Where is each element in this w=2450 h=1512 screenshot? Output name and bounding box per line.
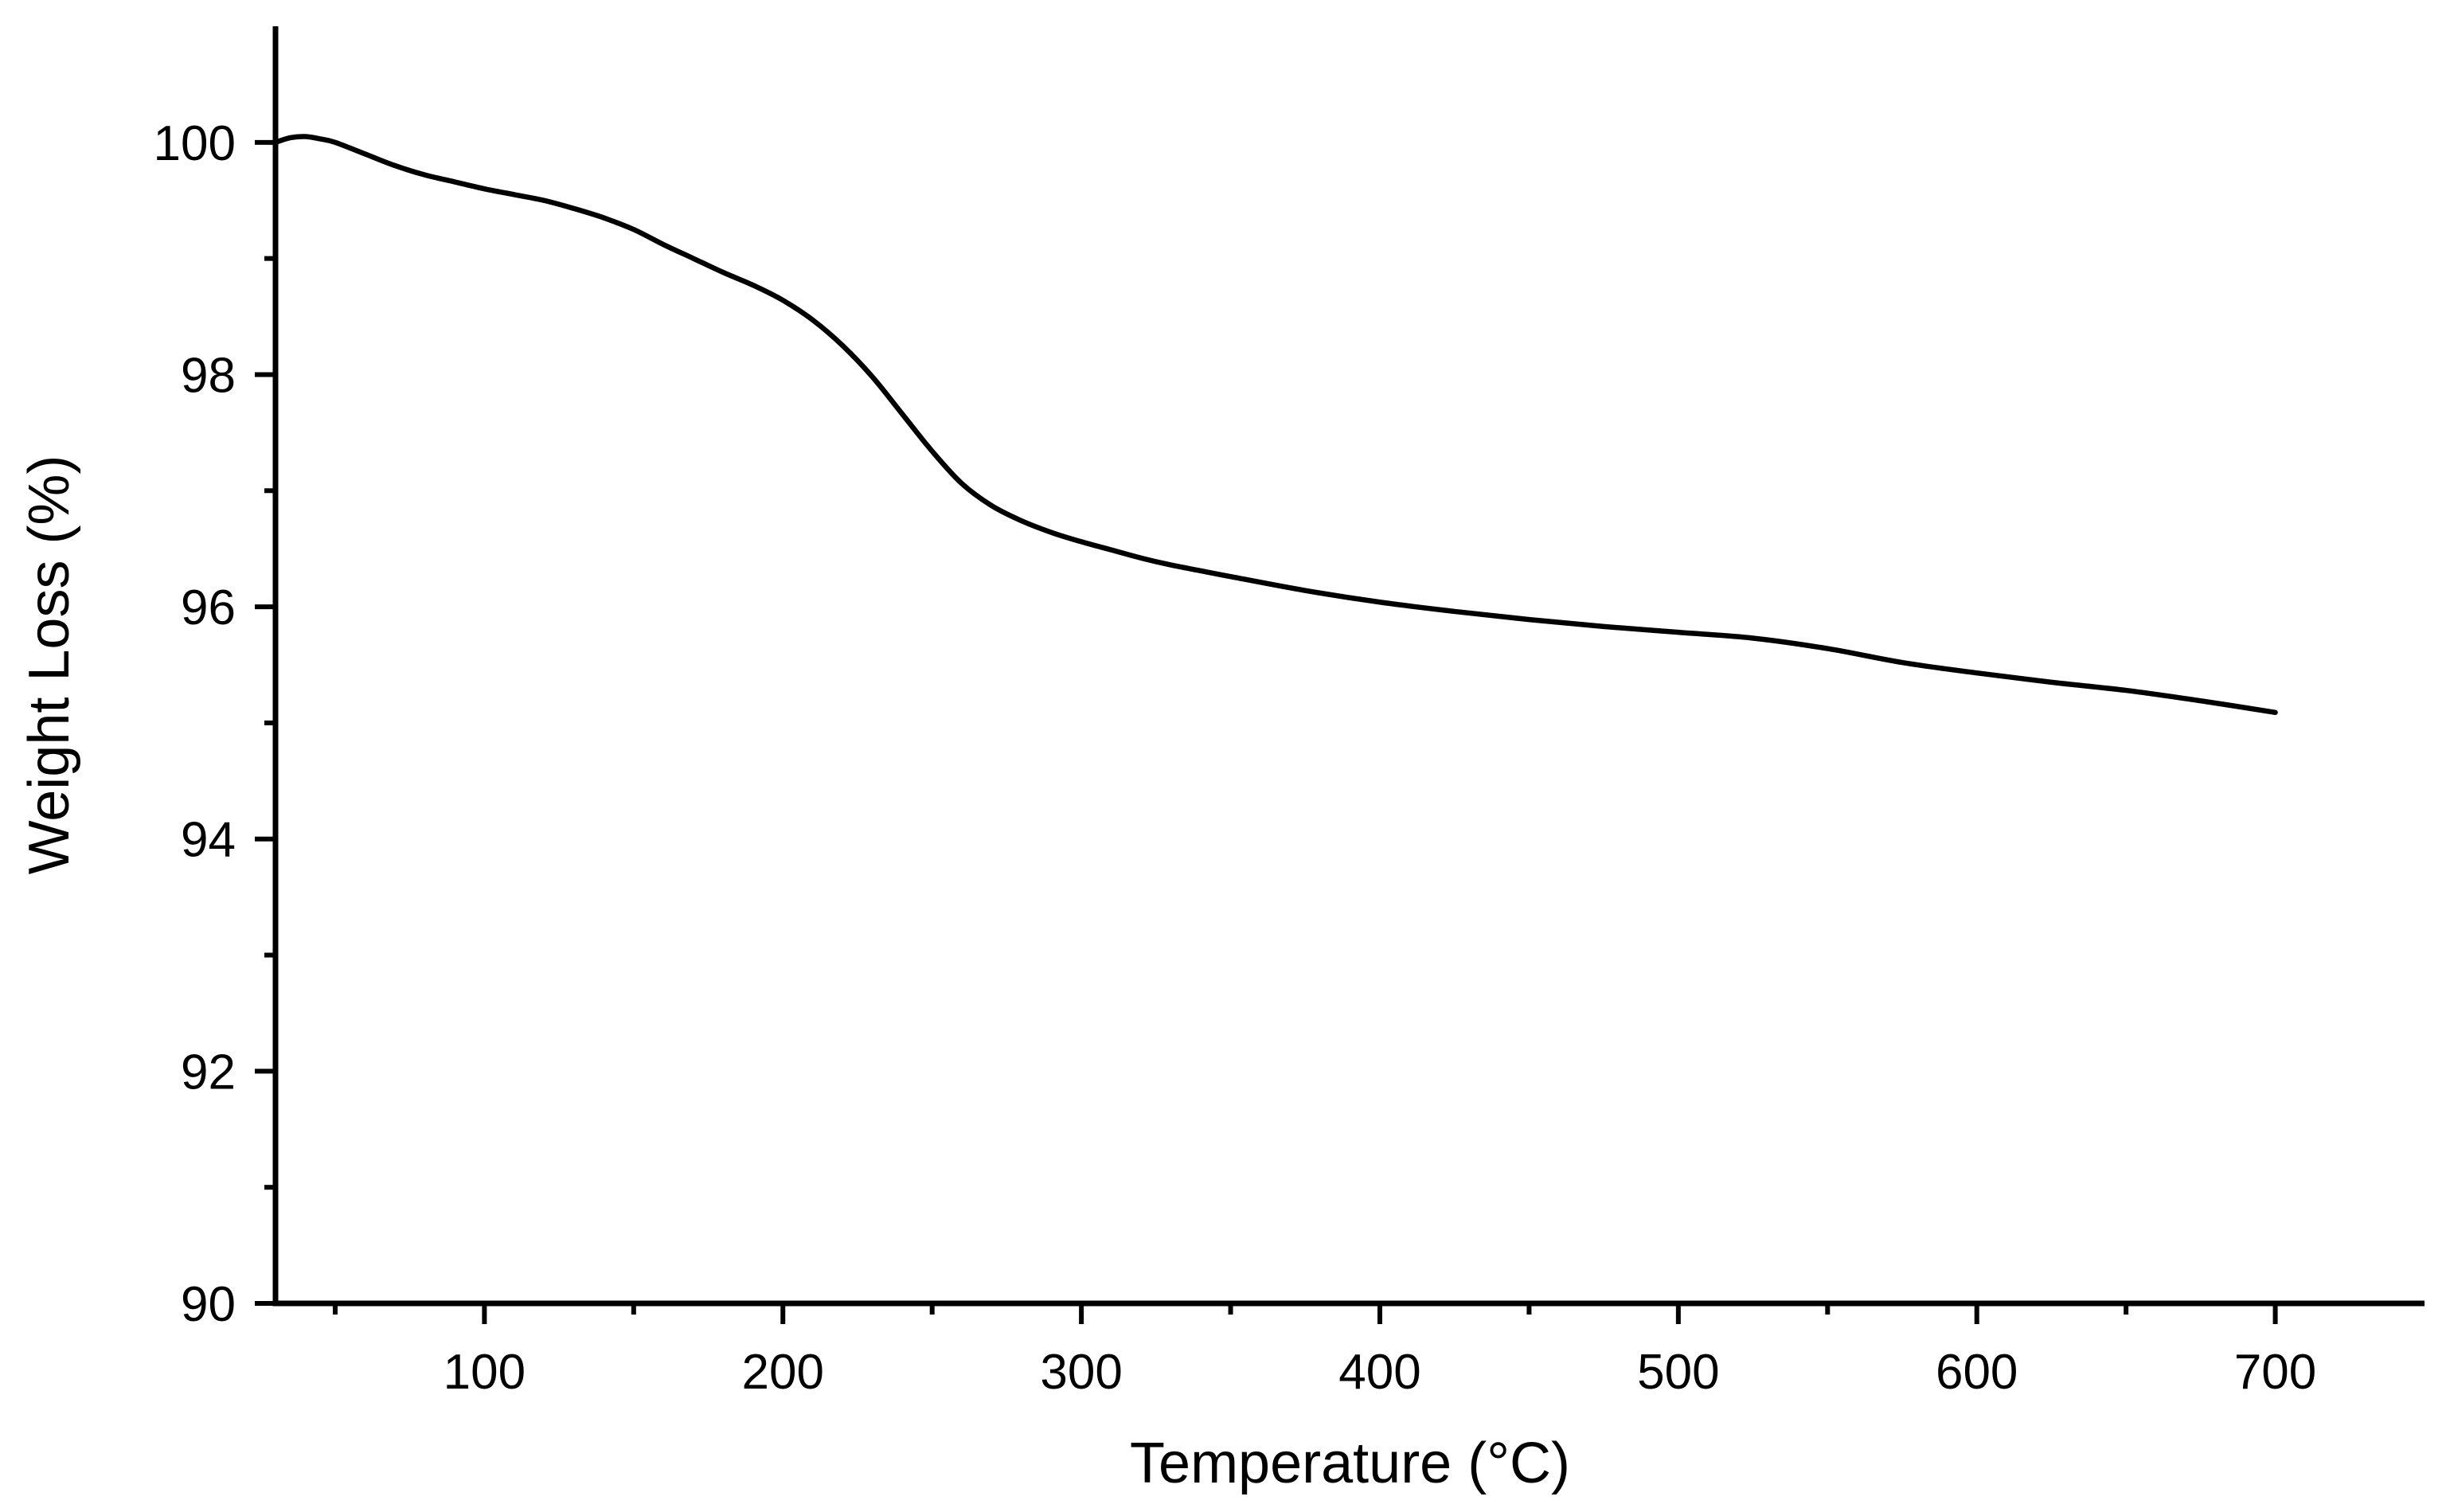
y-axis-title: Weight Loss (%) bbox=[18, 455, 81, 875]
x-tick-label: 700 bbox=[2234, 1345, 2316, 1400]
x-tick-label: 100 bbox=[444, 1345, 526, 1400]
y-tick-label: 98 bbox=[181, 348, 236, 403]
ticks: 100 200 300 400 500 600 700 90 92 94 96 98 100 bbox=[154, 116, 2317, 1400]
axes bbox=[272, 26, 2425, 1307]
series-line bbox=[272, 134, 2278, 716]
y-tick-label: 96 bbox=[181, 580, 236, 635]
y-tick-label: 100 bbox=[154, 116, 236, 171]
x-tick-label: 400 bbox=[1338, 1345, 1420, 1400]
x-axis-title: Temperature (°C) bbox=[1130, 1432, 1570, 1495]
x-tick-label: 200 bbox=[742, 1345, 824, 1400]
series bbox=[272, 134, 2278, 716]
x-tick-label: 500 bbox=[1637, 1345, 1719, 1400]
y-tick-label: 94 bbox=[181, 813, 236, 868]
x-tick-label: 600 bbox=[1936, 1345, 2018, 1400]
y-tick-label: 90 bbox=[181, 1277, 236, 1332]
x-tick-label: 300 bbox=[1040, 1345, 1122, 1400]
y-tick-label: 92 bbox=[181, 1045, 236, 1100]
